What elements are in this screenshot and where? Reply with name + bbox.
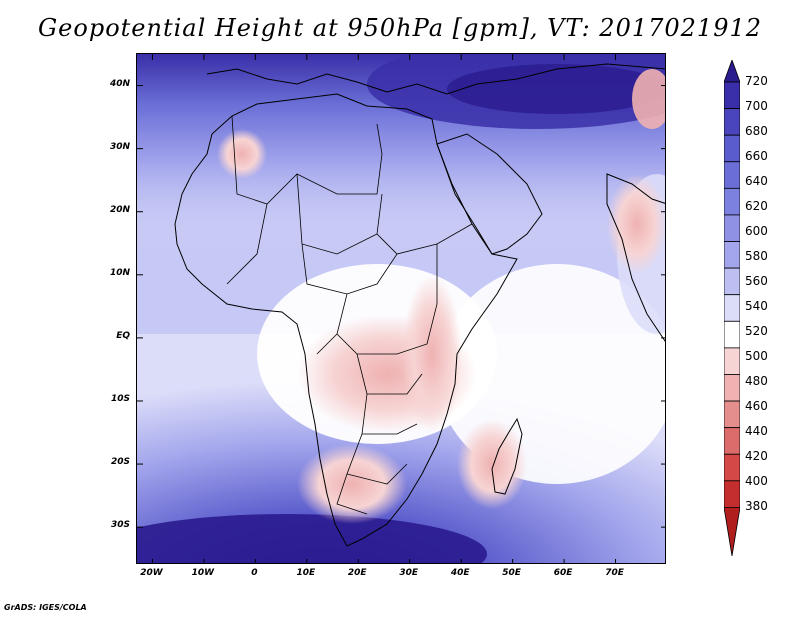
lat-label: EQ bbox=[116, 330, 130, 341]
field-high-india bbox=[607, 174, 665, 274]
colorbar-label: 540 bbox=[745, 299, 768, 314]
colorbar-label: 600 bbox=[745, 224, 768, 239]
field-low-south bbox=[137, 514, 487, 563]
lon-label: 60E bbox=[553, 568, 573, 578]
colorbar-swatch bbox=[724, 134, 740, 163]
colorbar-swatch bbox=[724, 347, 740, 375]
coastline-madagascar bbox=[491, 417, 523, 495]
coastline-arabia bbox=[436, 133, 543, 255]
colorbar-label: 400 bbox=[745, 474, 768, 489]
coastline-india bbox=[606, 173, 665, 342]
lon-label: 0 bbox=[251, 568, 258, 578]
map-title: Geopotential Height at 950hPa [gpm], VT:… bbox=[38, 14, 762, 42]
colorbar-swatch bbox=[724, 374, 740, 402]
colorbar-swatch bbox=[724, 480, 740, 508]
coastline-africa bbox=[174, 93, 518, 547]
borders-africa bbox=[226, 115, 473, 515]
lon-label: 20W bbox=[140, 568, 163, 578]
field-high-east-africa bbox=[402, 274, 462, 434]
colorbar-swatch bbox=[724, 400, 740, 429]
colorbar-label: 580 bbox=[745, 249, 768, 264]
colorbar-swatch bbox=[724, 453, 740, 482]
grid-ticks bbox=[137, 54, 665, 563]
colorbar-swatch bbox=[724, 161, 740, 189]
colorbar-label: 440 bbox=[745, 424, 768, 439]
colorbar-swatch bbox=[724, 267, 740, 296]
colorbar-label: 700 bbox=[745, 99, 768, 114]
colorbar-swatch bbox=[724, 294, 740, 322]
colorbar-swatch bbox=[724, 81, 740, 109]
colorbar-swatch bbox=[724, 320, 740, 349]
lat-label: 30N bbox=[109, 141, 130, 152]
lon-label: 70E bbox=[605, 568, 624, 578]
colorbar-label: 460 bbox=[745, 399, 768, 414]
lat-label: 20S bbox=[110, 457, 130, 468]
coastlines bbox=[174, 63, 665, 547]
colorbar-label: 640 bbox=[745, 174, 768, 189]
lon-label: 50E bbox=[502, 568, 521, 578]
field-low-northeast-core bbox=[447, 64, 665, 114]
map-panel bbox=[136, 53, 666, 564]
colorbar-label: 620 bbox=[745, 199, 768, 214]
lat-label: 10N bbox=[109, 267, 130, 278]
colorbar-top-arrow bbox=[724, 60, 740, 83]
coastline-europe bbox=[206, 63, 665, 95]
lon-label: 10W bbox=[191, 568, 215, 578]
colorbar bbox=[724, 60, 740, 556]
colorbar-label: 720 bbox=[745, 74, 768, 88]
colorbar-swatch bbox=[724, 187, 740, 216]
colorbar-swatch bbox=[724, 108, 740, 136]
colorbar-swatch bbox=[724, 214, 740, 242]
colorbar-label: 560 bbox=[745, 274, 768, 289]
colorbar-label: 480 bbox=[745, 374, 768, 389]
grads-credit: GrADS: IGES/COLA bbox=[4, 603, 87, 612]
colorbar-swatch bbox=[724, 427, 740, 455]
field-high-madagascar bbox=[457, 419, 527, 509]
lat-label: 20N bbox=[109, 204, 130, 215]
lon-label: 10E bbox=[296, 568, 316, 578]
colorbar-label: 420 bbox=[745, 449, 768, 464]
lat-label: 40N bbox=[109, 78, 130, 89]
lat-label: 10S bbox=[110, 393, 130, 404]
field-high-southern-africa bbox=[297, 444, 407, 524]
field-high-tibet bbox=[632, 69, 665, 129]
lon-label: 40E bbox=[450, 568, 470, 578]
colorbar-label: 660 bbox=[745, 149, 768, 164]
lon-label: 20E bbox=[347, 568, 367, 578]
colorbar-label: 500 bbox=[745, 349, 768, 364]
colorbar-label: 680 bbox=[745, 124, 768, 139]
lon-label: 30E bbox=[399, 568, 419, 578]
colorbar-label: 520 bbox=[745, 324, 768, 339]
geopotential-map bbox=[137, 54, 665, 563]
field-high-sahara bbox=[217, 129, 267, 179]
lat-label: 30S bbox=[110, 520, 130, 531]
colorbar-label: 380 bbox=[745, 499, 768, 514]
colorbar-swatch bbox=[724, 241, 740, 269]
colorbar-bottom-arrow bbox=[724, 507, 740, 556]
